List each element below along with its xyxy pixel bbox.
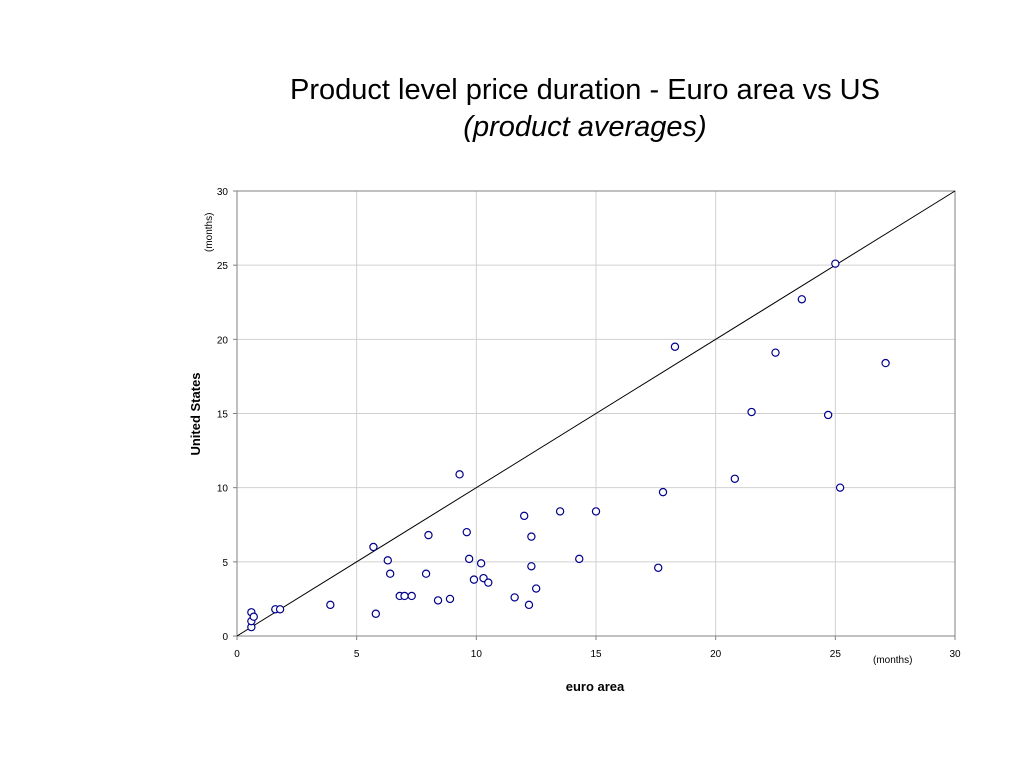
y-tick-label: 10 — [217, 484, 229, 495]
data-point — [797, 295, 807, 304]
data-point — [823, 410, 833, 420]
y-axis-ticks: 0 5 10 15 20 25 30 — [217, 187, 237, 643]
x-tick-label: 30 — [949, 649, 961, 660]
x-tick-label: 0 — [234, 649, 240, 660]
y-tick-label: 20 — [217, 335, 229, 346]
data-point — [527, 532, 536, 541]
data-point — [421, 569, 431, 578]
data-point — [575, 554, 584, 564]
data-point — [555, 507, 565, 516]
data-point — [670, 342, 680, 351]
data-point — [385, 569, 395, 578]
data-point — [462, 527, 471, 537]
data-point — [275, 605, 285, 614]
data-point — [881, 358, 890, 368]
chart-title: Product level price duration - Euro area… — [290, 74, 880, 106]
data-point — [326, 600, 335, 610]
data-point — [531, 584, 541, 593]
data-point — [835, 483, 845, 492]
data-point — [433, 596, 443, 605]
data-point — [455, 470, 464, 479]
data-point — [771, 348, 780, 357]
data-point — [383, 556, 392, 565]
y-tick-label: 15 — [217, 410, 229, 421]
data-point — [249, 612, 258, 621]
y-tick-label: 30 — [217, 187, 229, 198]
data-point — [524, 600, 534, 610]
x-axis-ticks: 0 5 10 15 20 25 30 — [234, 636, 961, 660]
x-tick-label: 5 — [354, 649, 360, 660]
y-axis-label: United States — [188, 372, 203, 455]
data-point — [484, 578, 493, 587]
data-point — [407, 591, 416, 601]
data-point — [464, 554, 474, 564]
data-point — [445, 594, 455, 604]
x-tick-label: 20 — [710, 649, 722, 660]
data-point — [658, 487, 668, 497]
data-point — [469, 575, 479, 584]
data-point — [371, 609, 381, 618]
data-point — [424, 530, 433, 540]
x-tick-label: 10 — [471, 649, 483, 660]
data-point — [476, 559, 486, 568]
chart-subtitle: (product averages) — [463, 111, 707, 143]
data-points — [247, 259, 890, 632]
y-tick-label: 25 — [217, 261, 229, 272]
data-point — [730, 474, 740, 483]
data-point — [747, 407, 756, 417]
data-point — [400, 591, 409, 601]
data-point — [831, 259, 840, 268]
data-point — [591, 507, 601, 516]
x-tick-label: 15 — [590, 649, 602, 660]
x-tick-label: 25 — [830, 649, 842, 660]
x-axis-label: euro area — [566, 679, 625, 694]
y-tick-label: 5 — [222, 558, 228, 569]
chart-title-block: Product level price duration - Euro area… — [0, 72, 1024, 146]
data-point — [369, 542, 378, 552]
x-unit-label: (months) — [873, 655, 912, 666]
data-point — [510, 593, 519, 602]
data-point — [527, 562, 536, 571]
data-point — [654, 563, 663, 572]
y-tick-label: 0 — [222, 632, 228, 643]
y-unit-label: (months) — [204, 213, 215, 252]
data-point — [520, 511, 529, 521]
